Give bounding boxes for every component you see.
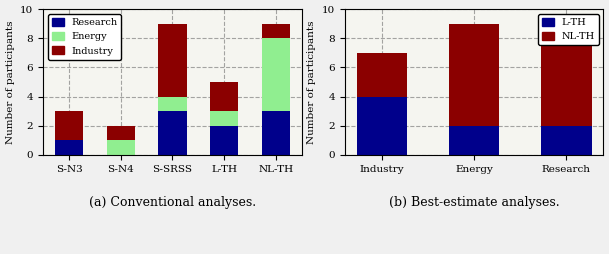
Title: (a) Conventional analyses.: (a) Conventional analyses.: [89, 196, 256, 209]
Bar: [158, 24, 186, 97]
Legend: Research, Energy, Industry: Research, Energy, Industry: [48, 14, 121, 60]
Bar: [356, 97, 407, 155]
Bar: [107, 126, 135, 140]
Bar: [55, 140, 83, 155]
Bar: [210, 126, 238, 155]
Bar: [261, 24, 290, 38]
Legend: L-TH, NL-TH: L-TH, NL-TH: [538, 14, 599, 45]
Bar: [541, 126, 592, 155]
Bar: [210, 82, 238, 111]
Y-axis label: Number of participants: Number of participants: [308, 20, 316, 144]
Bar: [210, 111, 238, 126]
Bar: [158, 111, 186, 155]
Bar: [449, 126, 499, 155]
Y-axis label: Number of participants: Number of participants: [5, 20, 15, 144]
Bar: [107, 140, 135, 155]
Bar: [158, 97, 186, 111]
Bar: [356, 53, 407, 97]
Title: (b) Best-estimate analyses.: (b) Best-estimate analyses.: [389, 196, 560, 209]
Bar: [261, 38, 290, 111]
Bar: [541, 24, 592, 126]
Bar: [449, 24, 499, 126]
Bar: [261, 111, 290, 155]
Bar: [55, 111, 83, 140]
